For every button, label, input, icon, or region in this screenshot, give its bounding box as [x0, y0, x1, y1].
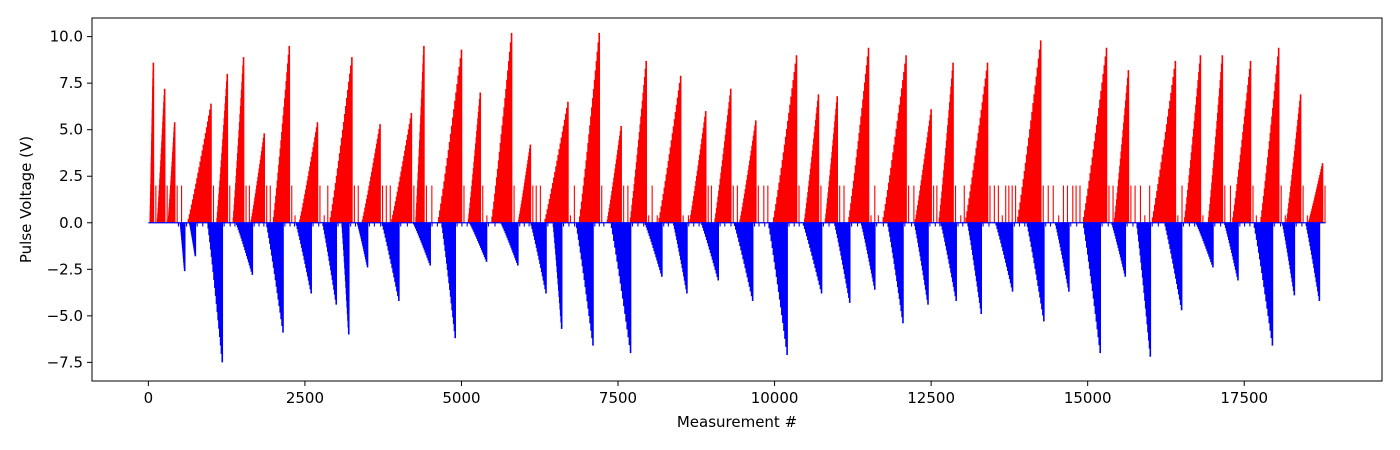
negative-voltage-series [148, 222, 1326, 363]
positive-voltage-series [149, 32, 1326, 223]
y-tick-label: 10.0 [50, 28, 83, 46]
y-tick-label: 5.0 [59, 121, 83, 139]
y-axis-ticks: −7.5 −5.0 −2.5 0.0 2.5 5.0 7.5 10.0 [47, 28, 92, 371]
y-tick-label: 7.5 [59, 74, 83, 92]
y-tick-label: −2.5 [47, 260, 83, 278]
x-tick-label: 5000 [442, 389, 480, 407]
x-axis-ticks: 0 2500 5000 7500 10000 12500 15000 17500 [144, 381, 1268, 407]
y-tick-label: −7.5 [47, 353, 83, 371]
y-axis-label: Pulse Voltage (V) [17, 136, 35, 263]
y-tick-label: 2.5 [59, 167, 83, 185]
plot-frame [91, 17, 1383, 382]
x-tick-label: 12500 [907, 389, 955, 407]
x-axis-label: Measurement # [677, 413, 797, 431]
x-tick-label: 7500 [599, 389, 637, 407]
x-tick-label: 10000 [751, 389, 799, 407]
x-tick-label: 2500 [286, 389, 324, 407]
y-tick-label: −5.0 [47, 307, 83, 325]
y-tick-label: 0.0 [59, 214, 83, 232]
x-tick-label: 15000 [1064, 389, 1112, 407]
x-tick-label: 0 [144, 389, 154, 407]
x-tick-label: 17500 [1220, 389, 1268, 407]
